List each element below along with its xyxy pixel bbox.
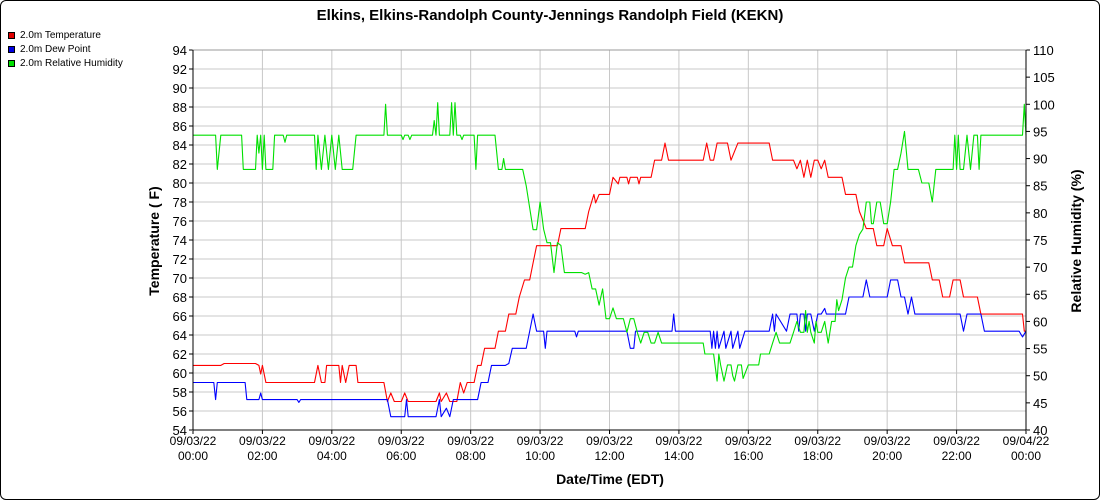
y-tick-label-right: 85	[1033, 179, 1047, 194]
legend-swatch-temperature	[8, 31, 15, 39]
y-tick-label-right: 110	[1033, 43, 1054, 58]
y-tick-label-left: 66	[173, 309, 187, 324]
y-tick-label-left: 64	[173, 328, 187, 343]
x-tick-label-date: 09/03/22	[933, 434, 980, 448]
x-tick-label-date: 09/03/22	[447, 434, 494, 448]
y-tick-label-right: 45	[1033, 396, 1047, 411]
legend-swatch-dew-point	[8, 45, 15, 53]
x-tick-label-date: 09/03/22	[170, 434, 217, 448]
series-layer	[193, 102, 1027, 418]
y-tick-label-left: 84	[173, 138, 187, 153]
legend-swatch-relative-humidity	[8, 59, 15, 67]
y-tick-label-right: 40	[1033, 423, 1047, 438]
dew-point-line	[193, 279, 1027, 418]
chart-title: Elkins, Elkins-Randolph County-Jennings …	[317, 7, 784, 24]
x-tick-label-date: 09/03/22	[725, 434, 772, 448]
x-tick-label-time: 12:00	[594, 449, 624, 463]
y-tick-label-right: 100	[1033, 97, 1055, 112]
y-tick-label-left: 72	[173, 252, 187, 267]
y-tick-label-right: 50	[1033, 369, 1047, 384]
y-tick-label-right: 60	[1033, 314, 1047, 329]
y-tick-label-left: 56	[173, 404, 187, 419]
axes: 54 56 58 60 62 64 66 68 70 72 74 76 78 80 82 84 86 88 90 92…	[170, 43, 1055, 463]
x-tick-label-date: 09/03/22	[308, 434, 355, 448]
temperature-line	[193, 142, 1026, 403]
y-tick-label-right: 90	[1033, 152, 1047, 167]
x-tick-label-time: 18:00	[803, 449, 833, 463]
y-tick-label-right: 95	[1033, 124, 1047, 139]
legend: 2.0m Temperature 2.0m Dew Point 2.0m Rel…	[8, 28, 123, 70]
legend-item-relative-humidity: 2.0m Relative Humidity	[8, 56, 123, 70]
x-tick-label-date: 09/03/22	[586, 434, 633, 448]
x-tick-label-time: 16:00	[733, 449, 763, 463]
x-tick-label-time: 06:00	[386, 449, 416, 463]
y-tick-label-right: 105	[1033, 70, 1055, 85]
x-tick-label-time: 20:00	[872, 449, 902, 463]
y-axis-label-right: Relative Humidity (%)	[1068, 169, 1084, 312]
x-tick-label-date: 09/03/22	[239, 434, 286, 448]
x-tick-label-date: 09/03/22	[656, 434, 703, 448]
y-tick-label-right: 55	[1033, 342, 1047, 357]
x-tick-label-time: 02:00	[247, 449, 277, 463]
x-tick-label-time: 04:00	[317, 449, 347, 463]
y-tick-label-left: 70	[173, 271, 187, 286]
y-tick-label-right: 70	[1033, 260, 1047, 275]
y-tick-label-left: 60	[173, 366, 187, 381]
legend-label-relative-humidity: 2.0m Relative Humidity	[20, 57, 123, 69]
y-tick-label-left: 82	[173, 157, 187, 172]
y-tick-label-left: 90	[173, 81, 187, 96]
y-tick-label-left: 80	[173, 176, 187, 191]
legend-label-dew-point: 2.0m Dew Point	[20, 43, 91, 55]
legend-label-temperature: 2.0m Temperature	[20, 29, 101, 41]
y-tick-label-left: 74	[173, 233, 187, 248]
x-tick-label-date: 09/03/22	[794, 434, 841, 448]
x-axis-label: Date/Time (EDT)	[556, 471, 664, 487]
y-tick-label-right: 80	[1033, 206, 1047, 221]
x-tick-label-time: 14:00	[664, 449, 694, 463]
x-tick-label-date: 09/03/22	[864, 434, 911, 448]
x-tick-label-date: 09/03/22	[378, 434, 425, 448]
x-tick-label-time: 10:00	[525, 449, 555, 463]
x-tick-label-time: 00:00	[1011, 449, 1041, 463]
legend-item-dew-point: 2.0m Dew Point	[8, 42, 123, 56]
y-tick-label-left: 78	[173, 195, 187, 210]
x-tick-label-time: 22:00	[942, 449, 972, 463]
y-tick-label-left: 54	[173, 423, 187, 438]
y-tick-label-left: 76	[173, 214, 187, 229]
y-tick-label-left: 86	[173, 119, 187, 134]
y-tick-label-right: 65	[1033, 287, 1047, 302]
x-tick-label-time: 08:00	[456, 449, 486, 463]
x-tick-label-time: 00:00	[178, 449, 208, 463]
y-tick-label-right: 75	[1033, 233, 1047, 248]
x-tick-label-date: 09/04/22	[1003, 434, 1050, 448]
y-axis-label-left: Temperature ( F)	[146, 186, 162, 295]
y-tick-label-left: 92	[173, 62, 187, 77]
relative-humidity-line	[193, 102, 1027, 382]
y-tick-label-left: 58	[173, 385, 187, 400]
y-tick-label-left: 68	[173, 290, 187, 305]
y-tick-label-left: 62	[173, 347, 187, 362]
legend-item-temperature: 2.0m Temperature	[8, 28, 123, 42]
y-tick-label-left: 94	[173, 43, 187, 58]
x-tick-label-date: 09/03/22	[517, 434, 564, 448]
y-tick-label-left: 88	[173, 100, 187, 115]
grid	[192, 49, 1027, 431]
